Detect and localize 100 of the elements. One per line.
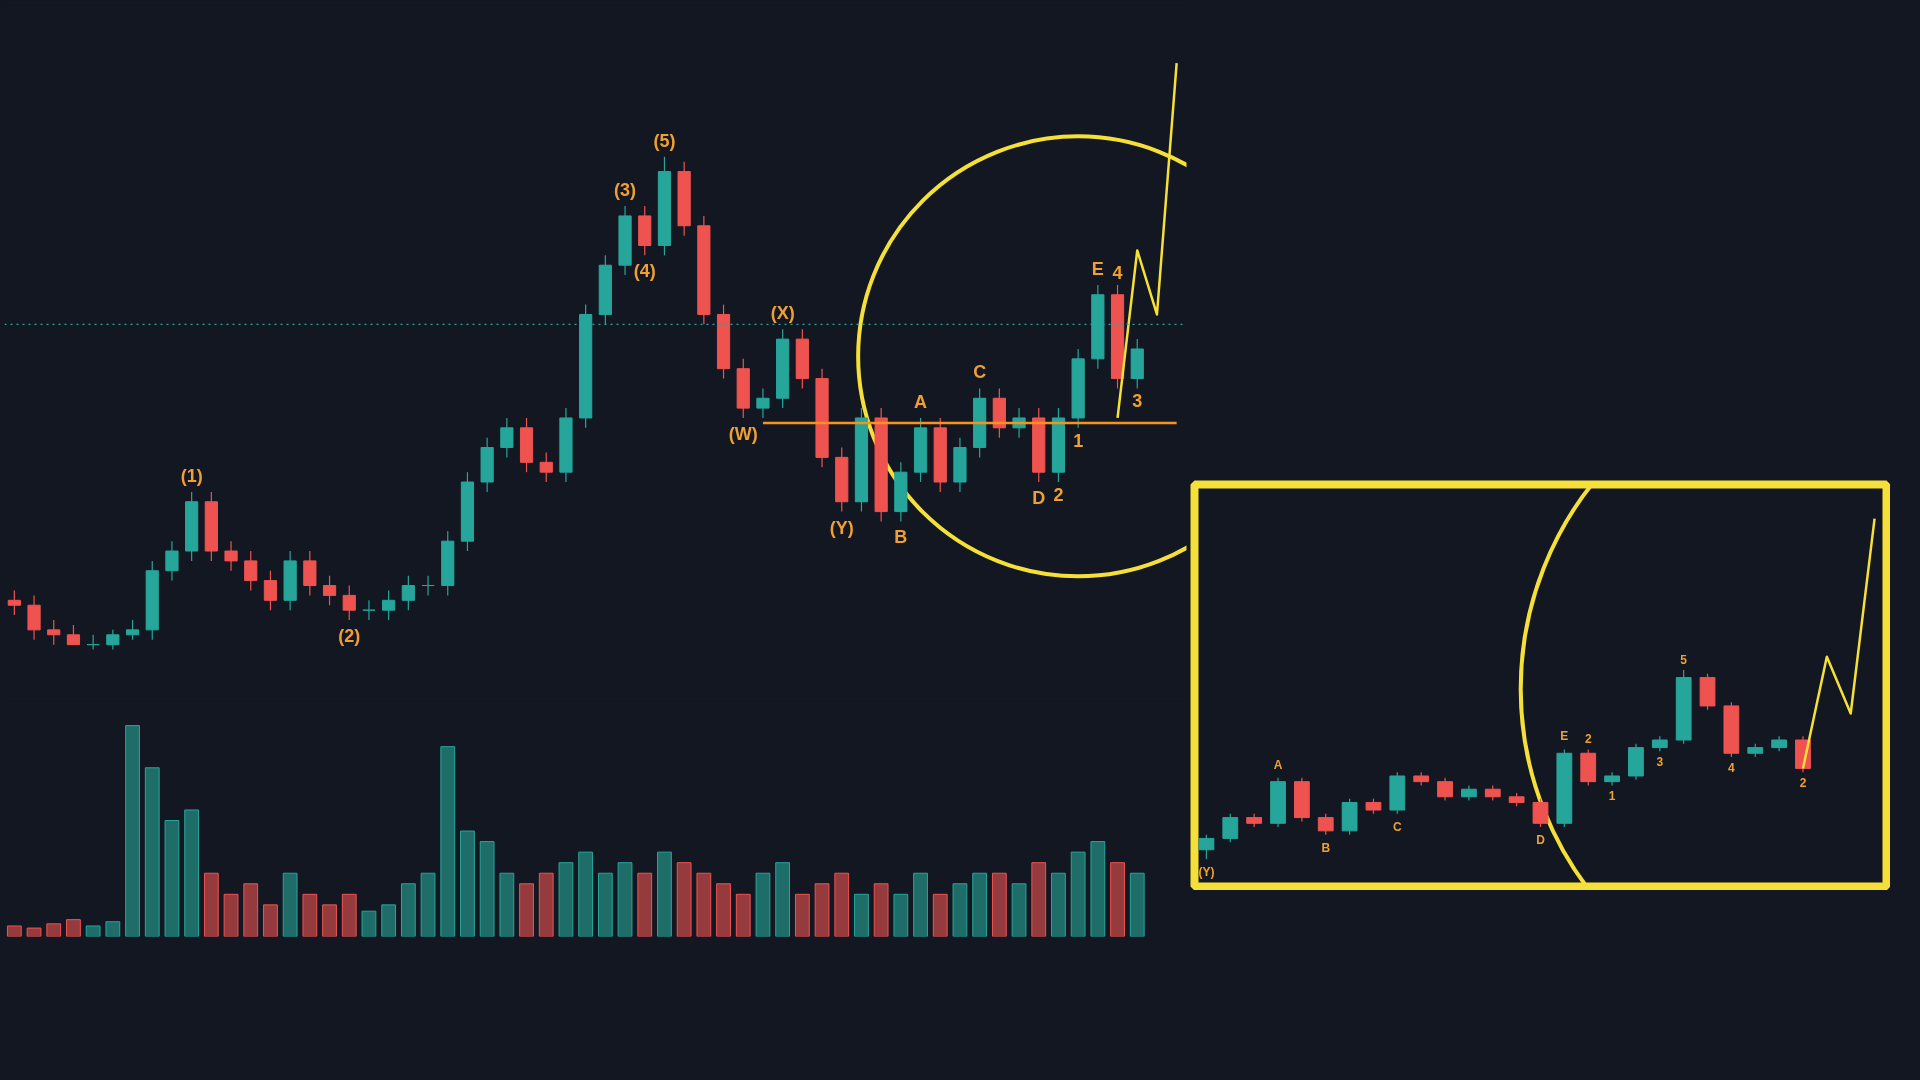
candlestick: [106, 629, 120, 651]
bar: [558, 862, 574, 937]
text: 3: [1132, 391, 1143, 412]
text: 3: [1656, 755, 1664, 770]
bar: [66, 919, 81, 937]
bar: [775, 862, 791, 937]
bar: [400, 883, 416, 937]
bar: [716, 883, 731, 937]
bar: [538, 872, 554, 937]
bar: [893, 893, 909, 937]
bar: [263, 904, 278, 937]
bar: [125, 725, 140, 937]
bar: [519, 883, 534, 937]
text: B: [1321, 840, 1331, 855]
bar: [991, 872, 1007, 937]
candlestick: [539, 451, 553, 483]
candlestick: [66, 624, 81, 646]
bar: [794, 893, 810, 937]
bar: [322, 904, 337, 937]
candlestick: [401, 575, 415, 611]
bar: [854, 893, 869, 937]
bar: [834, 872, 850, 937]
text: C: [1392, 819, 1402, 834]
text: (2): [338, 626, 361, 647]
candlestick: [125, 619, 140, 641]
text: B: [894, 527, 908, 548]
bar: [657, 851, 672, 937]
text: (W): [728, 423, 758, 444]
candlestick: [1222, 813, 1239, 843]
bar: [1031, 862, 1047, 937]
bar: [85, 925, 101, 937]
bar: [1110, 862, 1125, 937]
candlestick: [322, 575, 337, 606]
bar: [184, 809, 200, 937]
candlestick: [1532, 798, 1549, 828]
bar: [913, 872, 928, 937]
text: (5): [653, 130, 676, 151]
candlestick: [500, 417, 514, 458]
text: (3): [614, 180, 637, 201]
bar: [755, 872, 771, 937]
text: (Y): [829, 517, 854, 538]
bar: [164, 820, 180, 937]
bar: [223, 893, 239, 937]
bar: [735, 893, 751, 937]
bar: [873, 883, 889, 937]
bar: [932, 893, 948, 937]
text: 2: [1584, 732, 1592, 747]
candlestick: [1437, 777, 1453, 802]
bar: [617, 862, 633, 937]
bar: [1090, 841, 1106, 937]
candlestick: [1198, 834, 1215, 860]
bar: [1070, 851, 1086, 937]
bar: [460, 830, 475, 937]
bar: [952, 883, 968, 937]
text: (4): [633, 261, 656, 282]
bar: [1011, 883, 1027, 937]
bar: [6, 925, 22, 937]
text: D: [1536, 833, 1545, 848]
text: (1): [180, 465, 203, 486]
text: (X): [770, 303, 795, 324]
bar: [440, 746, 456, 937]
text: A: [1273, 757, 1283, 772]
bar: [814, 883, 830, 937]
candlestick: [224, 540, 238, 572]
candlestick: [756, 387, 770, 419]
bar: [341, 893, 357, 937]
text: C: [973, 362, 987, 383]
candlestick: [244, 550, 258, 592]
text: 1: [1608, 789, 1616, 804]
text: 5: [1680, 652, 1688, 667]
bar: [105, 921, 121, 937]
candlestick: [362, 599, 376, 621]
bar: [26, 927, 42, 937]
bar: [420, 872, 436, 937]
text: A: [914, 391, 928, 412]
bar: [637, 872, 653, 937]
bar: [243, 883, 259, 937]
bar: [302, 893, 318, 937]
text: 2: [1799, 776, 1807, 791]
bar: [361, 910, 377, 937]
candlestick: [47, 619, 61, 646]
candlestick: [1317, 813, 1334, 836]
bar: [203, 872, 219, 937]
candlestick: [165, 540, 179, 582]
text: D: [1032, 488, 1046, 509]
bar: [282, 872, 298, 937]
bar: [1129, 872, 1145, 937]
candlestick: [382, 589, 396, 621]
bar: [597, 872, 613, 937]
bar: [46, 923, 62, 937]
candlestick: [7, 589, 21, 616]
bar: [676, 862, 692, 937]
candlestick: [342, 584, 356, 621]
text: 1: [1073, 430, 1084, 451]
bar: [972, 872, 988, 937]
text: 4: [1112, 262, 1123, 283]
bar: [499, 872, 515, 937]
bar: [479, 841, 495, 937]
text: (Y): [1198, 865, 1215, 880]
bar: [578, 851, 594, 937]
